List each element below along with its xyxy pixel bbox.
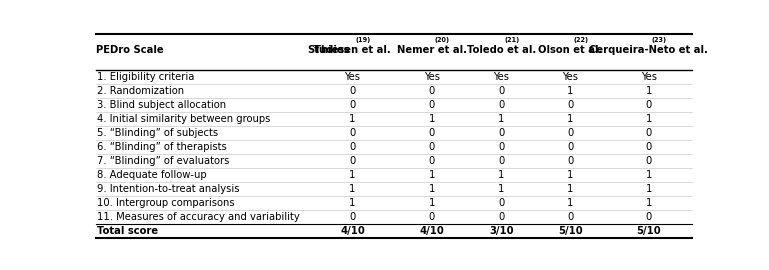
Text: 8. Adequate follow-up: 8. Adequate follow-up bbox=[98, 170, 207, 180]
Text: Yes: Yes bbox=[345, 72, 361, 82]
Text: 0: 0 bbox=[349, 86, 355, 96]
Text: (21): (21) bbox=[504, 37, 519, 43]
Text: 0: 0 bbox=[428, 142, 434, 152]
Text: 1: 1 bbox=[349, 198, 355, 208]
Text: 1: 1 bbox=[498, 114, 504, 124]
Text: 2. Randomization: 2. Randomization bbox=[98, 86, 185, 96]
Text: 1: 1 bbox=[645, 86, 652, 96]
Text: 0: 0 bbox=[498, 198, 504, 208]
Text: 1: 1 bbox=[349, 114, 355, 124]
Text: 9. Intention-to-treat analysis: 9. Intention-to-treat analysis bbox=[98, 184, 240, 194]
Text: 6. “Blinding” of therapists: 6. “Blinding” of therapists bbox=[98, 142, 227, 152]
Text: 0: 0 bbox=[349, 128, 355, 138]
Text: Total score: Total score bbox=[98, 226, 158, 236]
Text: 11. Measures of accuracy and variability: 11. Measures of accuracy and variability bbox=[98, 212, 300, 222]
Text: (19): (19) bbox=[355, 37, 371, 43]
Text: 0: 0 bbox=[645, 142, 651, 152]
Text: 1: 1 bbox=[568, 198, 574, 208]
Text: 0: 0 bbox=[645, 128, 651, 138]
Text: (23): (23) bbox=[651, 37, 667, 43]
Text: 1: 1 bbox=[349, 170, 355, 180]
Text: 1: 1 bbox=[349, 184, 355, 194]
Text: 1: 1 bbox=[428, 170, 434, 180]
Text: 0: 0 bbox=[428, 128, 434, 138]
Text: 7. “Blinding” of evaluators: 7. “Blinding” of evaluators bbox=[98, 156, 230, 166]
Text: 0: 0 bbox=[568, 212, 574, 222]
Text: Yes: Yes bbox=[562, 72, 578, 82]
Text: 1: 1 bbox=[568, 114, 574, 124]
Text: Yes: Yes bbox=[424, 72, 440, 82]
Text: 1: 1 bbox=[568, 170, 574, 180]
Text: 0: 0 bbox=[428, 212, 434, 222]
Text: 0: 0 bbox=[568, 142, 574, 152]
Text: 3. Blind subject allocation: 3. Blind subject allocation bbox=[98, 100, 226, 110]
Text: 1: 1 bbox=[428, 198, 434, 208]
Text: PEDro Scale: PEDro Scale bbox=[96, 45, 164, 55]
Text: 1: 1 bbox=[568, 86, 574, 96]
Text: 0: 0 bbox=[645, 100, 651, 110]
Text: 0: 0 bbox=[498, 100, 504, 110]
Text: 0: 0 bbox=[349, 100, 355, 110]
Text: 0: 0 bbox=[349, 212, 355, 222]
Text: 0: 0 bbox=[428, 156, 434, 166]
Text: Cerqueira-Neto et al.: Cerqueira-Neto et al. bbox=[589, 45, 708, 55]
Text: 0: 0 bbox=[498, 142, 504, 152]
Text: (22): (22) bbox=[574, 37, 588, 43]
Text: Olson et al.: Olson et al. bbox=[538, 45, 603, 55]
Text: 0: 0 bbox=[428, 100, 434, 110]
Text: 5/10: 5/10 bbox=[558, 226, 583, 236]
Text: 1: 1 bbox=[645, 184, 652, 194]
Text: 0: 0 bbox=[498, 86, 504, 96]
Text: 1: 1 bbox=[428, 184, 434, 194]
Text: (20): (20) bbox=[434, 37, 449, 43]
Text: 4/10: 4/10 bbox=[419, 226, 444, 236]
Text: 1. Eligibility criteria: 1. Eligibility criteria bbox=[98, 72, 195, 82]
Text: 4. Initial similarity between groups: 4. Initial similarity between groups bbox=[98, 114, 271, 124]
Text: Nemer et al.: Nemer et al. bbox=[397, 45, 467, 55]
Text: 1: 1 bbox=[645, 198, 652, 208]
Text: 0: 0 bbox=[498, 156, 504, 166]
Text: 0: 0 bbox=[568, 100, 574, 110]
Text: 4/10: 4/10 bbox=[340, 226, 365, 236]
Text: 0: 0 bbox=[349, 142, 355, 152]
Text: Studies: Studies bbox=[308, 45, 350, 55]
Text: 0: 0 bbox=[428, 86, 434, 96]
Text: 0: 0 bbox=[645, 212, 651, 222]
Text: Thiesen et al.: Thiesen et al. bbox=[314, 45, 391, 55]
Text: Yes: Yes bbox=[494, 72, 509, 82]
Text: 0: 0 bbox=[568, 156, 574, 166]
Text: 1: 1 bbox=[645, 114, 652, 124]
Text: 1: 1 bbox=[498, 184, 504, 194]
Text: 5/10: 5/10 bbox=[636, 226, 661, 236]
Text: 0: 0 bbox=[498, 212, 504, 222]
Text: 5. “Blinding” of subjects: 5. “Blinding” of subjects bbox=[98, 128, 218, 138]
Text: 3/10: 3/10 bbox=[489, 226, 514, 236]
Text: 1: 1 bbox=[568, 184, 574, 194]
Text: 1: 1 bbox=[645, 170, 652, 180]
Text: Toledo et al.: Toledo et al. bbox=[467, 45, 536, 55]
Text: 1: 1 bbox=[498, 170, 504, 180]
Text: 1: 1 bbox=[428, 114, 434, 124]
Text: 10. Intergroup comparisons: 10. Intergroup comparisons bbox=[98, 198, 235, 208]
Text: 0: 0 bbox=[498, 128, 504, 138]
Text: 0: 0 bbox=[349, 156, 355, 166]
Text: 0: 0 bbox=[645, 156, 651, 166]
Text: 0: 0 bbox=[568, 128, 574, 138]
Text: Yes: Yes bbox=[641, 72, 657, 82]
